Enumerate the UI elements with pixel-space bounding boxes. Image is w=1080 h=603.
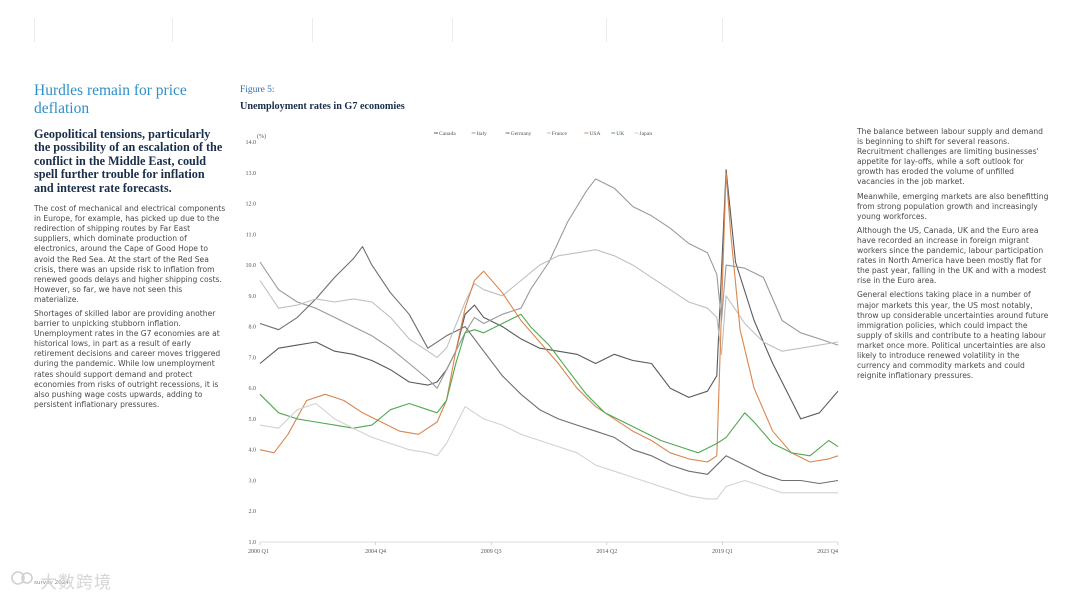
y-tick-label: 1.0 xyxy=(249,540,257,546)
y-tick-label: 11.0 xyxy=(246,232,256,238)
right-column: The balance between labour supply and de… xyxy=(857,127,1050,385)
top-divider xyxy=(312,18,313,42)
body-paragraph: General elections taking place in a numb… xyxy=(857,290,1049,381)
watermark-text: 大数跨境 xyxy=(40,573,112,593)
body-paragraph: Although the US, Canada, UK and the Euro… xyxy=(857,225,1047,286)
series-line-germany xyxy=(259,246,839,485)
y-tick-label: 13.0 xyxy=(246,171,257,177)
footer-text: survey 2024 xyxy=(34,580,69,586)
series-line-canada xyxy=(259,169,839,420)
section-headline: Hurdles remain for price deflation xyxy=(34,82,187,117)
y-tick-label: 10.0 xyxy=(246,263,257,269)
series-line-italy xyxy=(259,178,839,389)
top-divider xyxy=(452,18,453,42)
figure-title: Unemployment rates in G7 economies xyxy=(240,101,405,112)
top-divider xyxy=(34,18,35,42)
figure-label: Figure 5: xyxy=(240,85,275,95)
page-footer: survey 2024 xyxy=(34,580,69,586)
watermark-logo-icon xyxy=(11,571,33,585)
body-paragraph: The cost of mechanical and electrical co… xyxy=(34,204,226,304)
y-tick-label: 3.0 xyxy=(249,478,257,484)
legend-entry: Japan xyxy=(639,131,652,137)
y-tick-label: 8.0 xyxy=(249,325,257,331)
x-tick-label: 2019 Q1 xyxy=(712,549,733,555)
series-line-japan xyxy=(259,402,838,500)
legend-entry: UK xyxy=(616,131,624,137)
y-tick-label: 7.0 xyxy=(249,355,257,361)
y-tick-label: 4.0 xyxy=(249,448,257,454)
x-tick-label: 2000 Q1 xyxy=(248,549,269,555)
x-tick-label: 2009 Q3 xyxy=(481,549,502,555)
y-axis-unit-label: (%) xyxy=(257,133,266,140)
x-tick-label: 2004 Q4 xyxy=(365,549,386,555)
y-tick-label: 6.0 xyxy=(249,386,257,392)
body-paragraph: The balance between labour supply and de… xyxy=(857,127,1043,187)
left-column: Hurdles remain for price deflation Geopo… xyxy=(34,82,226,414)
top-divider xyxy=(606,18,607,42)
legend-entry: Canada xyxy=(439,131,456,137)
legend-entry: Germany xyxy=(511,131,532,137)
y-tick-label: 5.0 xyxy=(249,417,257,423)
top-divider xyxy=(172,18,173,42)
y-tick-label: 2.0 xyxy=(249,509,257,515)
top-divider xyxy=(722,18,723,42)
x-tick-label: 2014 Q2 xyxy=(596,549,617,555)
y-tick-label: 12.0 xyxy=(246,202,257,208)
legend-entry: Italy xyxy=(477,131,487,137)
legend-entry: USA xyxy=(589,131,600,137)
series-line-france xyxy=(259,249,839,358)
unemployment-line-chart: (%)14.0 13.0 12.0 11.0 10.0 9.0 8.0 7.0 6.0 5.0 4.… xyxy=(246,131,839,555)
y-tick-label: 9.0 xyxy=(249,294,257,300)
body-paragraph: Shortages of skilled labor are providing… xyxy=(34,308,221,409)
legend-entry: France xyxy=(552,131,568,137)
series-line-usa xyxy=(259,172,839,463)
section-subhead: Geopolitical tensions, particularly the … xyxy=(34,127,223,195)
x-tick-label: 2023 Q4 xyxy=(817,549,838,555)
y-tick-label: 14.0 xyxy=(246,140,257,146)
series-line-uk xyxy=(259,313,839,457)
body-paragraph: Meanwhile, emerging markets are also ben… xyxy=(857,191,1049,221)
